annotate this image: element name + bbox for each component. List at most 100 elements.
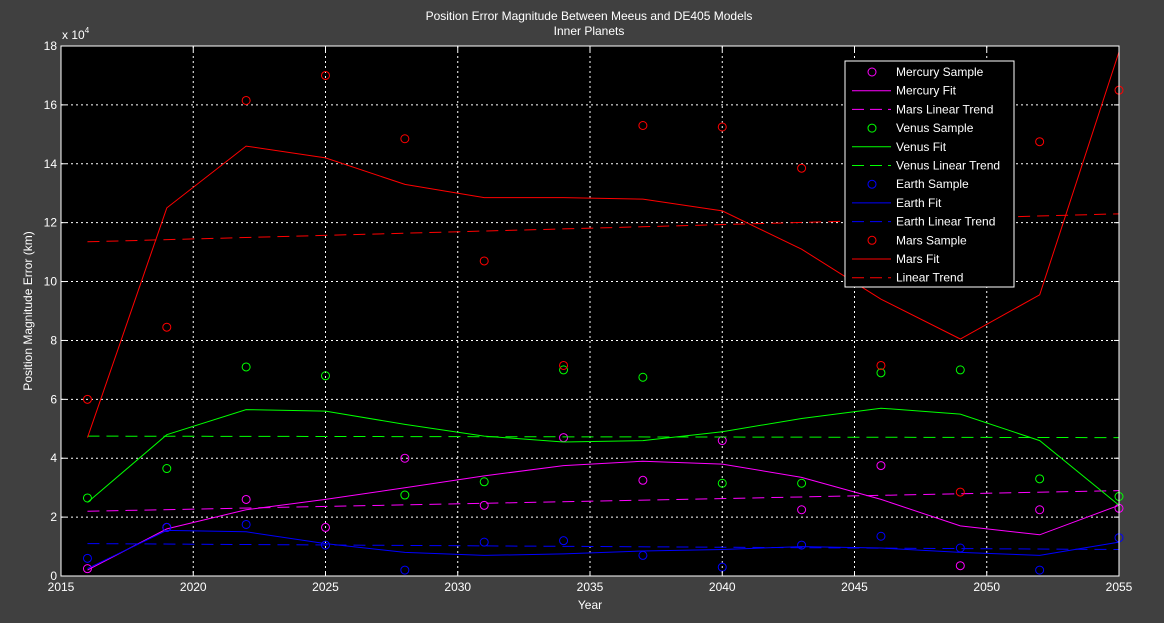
legend-entry-venus-fit: Venus Fit <box>852 140 947 154</box>
legend-marker <box>867 179 877 189</box>
legend-entry-earth-sample: Earth Sample <box>867 177 969 191</box>
earth-fit-line <box>87 529 1120 570</box>
earth-sample-point <box>400 565 410 575</box>
legend-marker <box>867 235 877 245</box>
earth-sample-point <box>82 553 92 563</box>
venus-sample-point <box>479 477 489 487</box>
legend-label: Mars Fit <box>896 252 940 266</box>
mars-sample-point <box>955 487 965 497</box>
mars-sample-point <box>162 322 172 332</box>
venus-sample-point <box>717 478 727 488</box>
y-exponent-label: x 104 <box>62 26 90 42</box>
legend: Mercury Sample Mercury Fit Mars Linear Tre… <box>844 60 1015 288</box>
y-tick-label: 8 <box>50 333 57 347</box>
mercury-sample-point <box>241 494 251 504</box>
earth-sample-point <box>638 550 648 560</box>
chart-title: Position Error Magnitude Between Meeus a… <box>426 9 753 23</box>
venus-sample-point <box>162 464 172 474</box>
venus-sample-point <box>876 368 886 378</box>
legend-entry-mars-sample: Mars Sample <box>867 233 967 247</box>
legend-label: Linear Trend <box>896 271 963 285</box>
legend-box <box>844 60 1015 288</box>
mercury-sample-point <box>321 522 330 532</box>
legend-entry-earth-trend: Earth Linear Trend <box>852 215 995 229</box>
y-tick-label: 14 <box>44 157 58 171</box>
x-tick-label: 2035 <box>577 580 604 594</box>
mars-sample-point <box>717 122 727 132</box>
mars-sample-point <box>876 360 886 370</box>
legend-entry-venus-trend: Venus Linear Trend <box>852 159 1000 173</box>
mars-sample-point <box>321 70 330 80</box>
y-tick-labels: 0 2 4 6 8 10 12 14 16 18 <box>44 39 1119 583</box>
venus-fit-line <box>87 407 1120 506</box>
legend-marker <box>867 67 877 77</box>
x-tick-label: 2045 <box>841 580 868 594</box>
earth-sample-point <box>241 519 251 529</box>
legend-entry-earth-fit: Earth Fit <box>852 196 942 210</box>
earth-series <box>82 519 1124 575</box>
x-tick-label: 2025 <box>312 580 339 594</box>
x-tick-label: 2020 <box>180 580 207 594</box>
legend-label: Earth Fit <box>896 196 942 210</box>
legend-entry-mars-fit: Mars Fit <box>852 252 940 266</box>
earth-sample-point <box>955 543 965 553</box>
y-tick-label: 2 <box>50 510 57 524</box>
mercury-sample-point <box>876 461 886 471</box>
x-tick-labels: 2015 2020 2025 2030 2035 2040 2045 2050 2055 <box>48 46 1133 594</box>
mercury-sample-point <box>1035 505 1045 515</box>
venus-series <box>82 362 1124 506</box>
mercury-sample-point <box>479 500 489 510</box>
earth-sample-point <box>797 540 807 550</box>
legend-label: Venus Sample <box>896 121 974 135</box>
legend-label: Earth Linear Trend <box>896 215 995 229</box>
mars-sample-point <box>241 95 251 105</box>
earth-sample-point <box>479 537 489 547</box>
mercury-sample-point <box>797 505 807 515</box>
x-tick-label: 2030 <box>444 580 471 594</box>
legend-marker <box>867 123 877 133</box>
mercury-series <box>82 433 1124 574</box>
venus-sample-point <box>321 371 330 381</box>
legend-entry-mars-trend: Linear Trend <box>852 271 963 285</box>
legend-entry-mercury-fit: Mercury Fit <box>852 84 957 98</box>
legend-entry-mercury-sample: Mercury Sample <box>867 65 984 79</box>
mars-sample-point <box>797 163 807 173</box>
y-exponent-power: 4 <box>85 26 90 35</box>
mars-sample-point <box>479 256 489 266</box>
mars-sample-point <box>82 394 92 404</box>
legend-label: Mars Sample <box>896 233 967 247</box>
mercury-fit-line <box>87 460 1120 571</box>
x-tick-label: 2015 <box>48 580 75 594</box>
y-exponent-base: x 10 <box>62 28 85 42</box>
venus-sample-point <box>559 365 569 375</box>
venus-sample-point <box>638 372 648 382</box>
mercury-sample-point <box>638 475 648 485</box>
mars-sample-point <box>400 134 410 144</box>
legend-label: Venus Linear Trend <box>896 159 1000 173</box>
legend-label: Mercury Fit <box>896 84 957 98</box>
mars-sample-point <box>638 121 648 130</box>
mercury-sample-point <box>400 453 410 463</box>
legend-label: Mercury Sample <box>896 65 984 79</box>
x-axis-label: Year <box>578 598 602 612</box>
venus-trend-line <box>87 435 1120 439</box>
legend-entry-venus-sample: Venus Sample <box>867 121 974 135</box>
venus-sample-point <box>400 490 410 500</box>
y-tick-label: 6 <box>50 392 57 406</box>
y-axis-label: Position Magnitude Error (km) <box>21 231 35 390</box>
legend-label: Earth Sample <box>896 177 969 191</box>
earth-sample-point <box>1035 565 1045 575</box>
earth-sample-point <box>559 536 569 546</box>
venus-sample-point <box>1035 474 1045 484</box>
x-tick-label: 2050 <box>973 580 1000 594</box>
y-tick-label: 0 <box>50 569 57 583</box>
mars-sample-point <box>559 360 569 370</box>
x-tick-label: 2040 <box>709 580 736 594</box>
mercury-sample-point <box>955 561 965 571</box>
mars-fit-line <box>87 51 1120 438</box>
legend-label: Venus Fit <box>896 140 947 154</box>
venus-sample-point <box>82 493 92 503</box>
mercury-sample-point <box>82 564 92 574</box>
series-layer <box>82 51 1124 575</box>
